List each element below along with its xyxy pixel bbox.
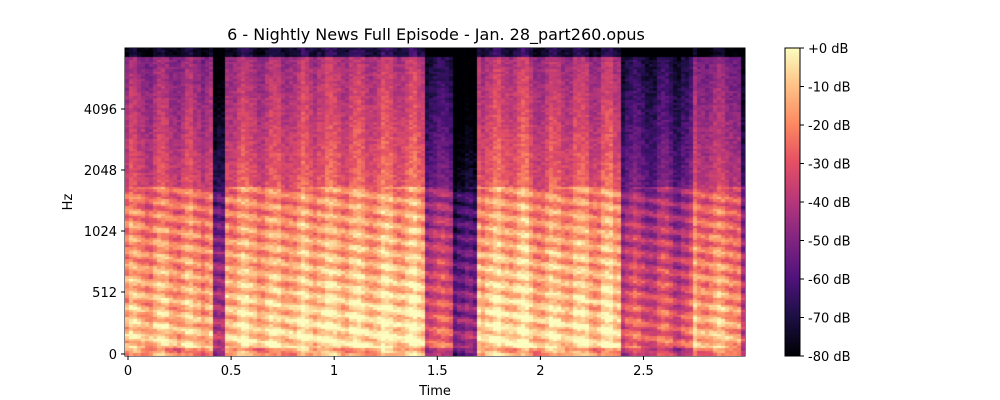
x-tick-label: 0.5 — [221, 364, 242, 379]
x-axis: 0 0.5 1 1.5 2 2.5 — [124, 356, 654, 379]
colorbar-tick-label: -60 dB — [808, 273, 851, 288]
colorbar-tick-label: -50 dB — [808, 235, 851, 250]
y-axis-label: Hz — [61, 194, 76, 211]
colorbar-axis: +0 dB -10 dB -20 dB -30 dB -40 dB -50 dB -60 d… — [800, 42, 851, 365]
colorbar-tick-label: -30 dB — [808, 158, 851, 173]
y-tick-label: 4096 — [84, 103, 117, 118]
x-tick-label: 0 — [124, 364, 132, 379]
x-axis-label: Time — [418, 384, 451, 399]
colorbar-tick-label: +0 dB — [808, 42, 848, 57]
colorbar-tick-label: -70 dB — [808, 312, 851, 327]
x-tick-label: 2.5 — [633, 364, 654, 379]
y-axis: 0 512 1024 2048 4096 — [84, 103, 125, 363]
chart-title: 6 - Nightly News Full Episode - Jan. 28_… — [227, 25, 645, 45]
y-tick-label: 0 — [109, 348, 117, 363]
colorbar-tick-label: -80 dB — [808, 350, 851, 365]
spectrogram-image — [125, 48, 745, 356]
x-tick-label: 2 — [536, 364, 544, 379]
colorbar-tick-label: -40 dB — [808, 196, 851, 211]
x-tick-label: 1 — [330, 364, 338, 379]
y-tick-label: 2048 — [84, 164, 117, 179]
colorbar — [785, 48, 800, 356]
colorbar-tick-label: -20 dB — [808, 119, 851, 134]
colorbar-tick-label: -10 dB — [808, 81, 851, 96]
y-tick-label: 1024 — [84, 225, 117, 240]
x-tick-label: 1.5 — [427, 364, 448, 379]
y-tick-label: 512 — [92, 286, 117, 301]
